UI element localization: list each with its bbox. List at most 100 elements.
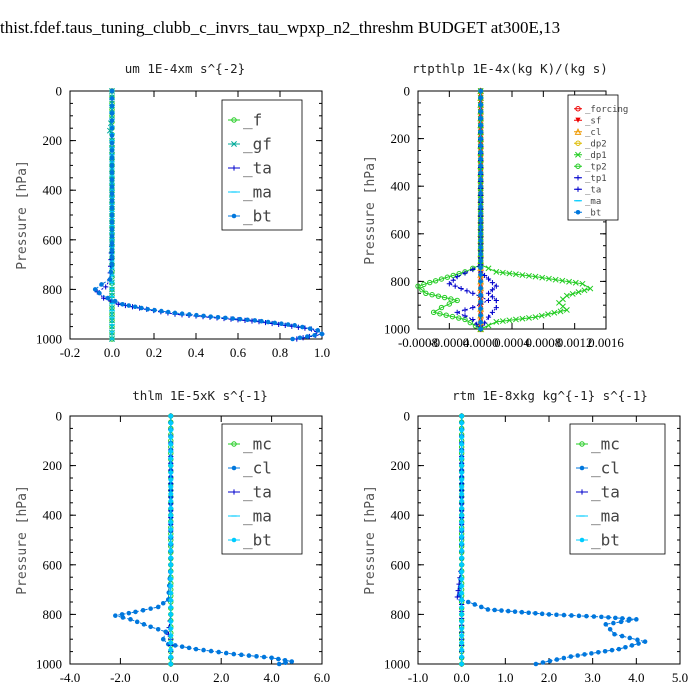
data-point <box>109 219 115 225</box>
data-point <box>168 491 174 497</box>
legend-marker <box>579 489 585 495</box>
data-point <box>478 129 483 135</box>
data-point <box>470 304 476 311</box>
y-tick-label: 400 <box>43 183 63 198</box>
data-point <box>563 307 570 313</box>
data-point <box>572 279 579 286</box>
data-point <box>307 326 313 331</box>
data-point <box>459 661 464 667</box>
data-point <box>474 321 480 327</box>
data-point <box>283 660 288 666</box>
data-point <box>168 442 174 447</box>
data-point <box>160 600 166 606</box>
data-point <box>459 456 464 461</box>
legend: _mc _cl _ta _ma _bt <box>221 423 303 555</box>
data-point <box>478 122 483 128</box>
y-tick-label: 800 <box>43 282 63 297</box>
legend-marker <box>575 140 581 146</box>
x-tick-label: 3.0 <box>585 670 601 685</box>
data-point <box>626 618 631 623</box>
data-point <box>568 654 574 659</box>
data-point <box>459 633 464 638</box>
data-point <box>569 290 576 297</box>
data-point <box>155 626 161 632</box>
data-point <box>237 316 243 322</box>
x-tick-label: 0.0 <box>454 670 470 685</box>
data-point <box>478 88 483 94</box>
data-point <box>168 626 174 631</box>
data-point <box>459 619 464 624</box>
data-point <box>459 470 464 475</box>
data-point <box>435 293 442 299</box>
data-point <box>569 613 574 618</box>
data-point <box>168 605 174 610</box>
y-tick-label: 800 <box>391 607 411 622</box>
data-point <box>289 659 295 664</box>
data-point <box>430 309 437 316</box>
data-point <box>276 656 281 662</box>
legend-label: _bt <box>243 207 272 226</box>
data-point <box>109 226 115 232</box>
data-point <box>109 177 115 182</box>
data-point <box>478 326 483 332</box>
data-point <box>449 313 456 320</box>
data-point <box>459 505 464 511</box>
data-point <box>582 652 587 657</box>
data-point <box>479 604 484 610</box>
data-point <box>454 594 460 600</box>
data-point <box>478 285 483 291</box>
series-bt <box>168 413 174 667</box>
data-point <box>584 613 589 619</box>
data-point <box>179 644 185 649</box>
y-tick-label: 200 <box>391 458 411 473</box>
data-point <box>493 318 500 325</box>
data-point <box>485 314 492 320</box>
data-point <box>478 183 483 189</box>
data-point <box>223 650 229 656</box>
y-tick-label: 800 <box>391 274 411 289</box>
panel-1: um 1E-4xm s^{-2} Pressure [hPa] -0.2 0.0 0.2… <box>15 61 330 360</box>
data-point <box>532 273 539 280</box>
data-point <box>459 590 464 596</box>
y-tick-label: 600 <box>43 232 63 247</box>
legend: _mc _cl _ta _ma _bt <box>569 423 666 555</box>
data-point <box>109 140 115 146</box>
panel-title: thlm 1E-5xK s^{-1} <box>132 388 267 403</box>
x-tick-label: 0.4 <box>188 345 205 360</box>
data-point <box>489 279 496 286</box>
data-point <box>109 205 115 211</box>
data-point <box>459 449 464 454</box>
data-point <box>459 519 464 525</box>
data-point <box>459 477 464 483</box>
data-point <box>443 312 449 318</box>
legend-label: _gf <box>243 135 272 154</box>
legend-label: _ma <box>591 507 620 526</box>
data-point <box>216 649 221 655</box>
legend-marker <box>575 186 581 192</box>
legend-marker <box>579 537 585 543</box>
y-tick-label: 1000 <box>36 332 62 347</box>
x-tick-label: 2.0 <box>213 670 229 685</box>
data-point <box>489 287 496 293</box>
data-point <box>478 272 483 277</box>
data-point <box>133 609 138 615</box>
legend-marker <box>231 165 237 171</box>
series-bt <box>459 413 464 667</box>
data-point <box>141 622 147 627</box>
data-point <box>623 644 628 650</box>
panel-title: rtpthlp 1E-4x(kg K)/(kg s) <box>412 61 608 76</box>
y-tick-label: 400 <box>391 179 411 194</box>
y-tick-label: 0 <box>404 84 411 99</box>
data-point <box>459 463 464 468</box>
x-tick-label: 6.0 <box>314 670 330 685</box>
data-point <box>459 427 464 433</box>
data-point <box>312 332 317 338</box>
y-axis-label: Pressure [hPa] <box>363 485 378 595</box>
data-point <box>459 612 464 617</box>
x-tick-label: 2.0 <box>541 670 557 685</box>
data-point <box>462 307 468 313</box>
data-point <box>112 298 118 304</box>
data-point <box>186 312 192 317</box>
y-tick-label: 200 <box>391 131 411 146</box>
data-point <box>478 204 483 209</box>
